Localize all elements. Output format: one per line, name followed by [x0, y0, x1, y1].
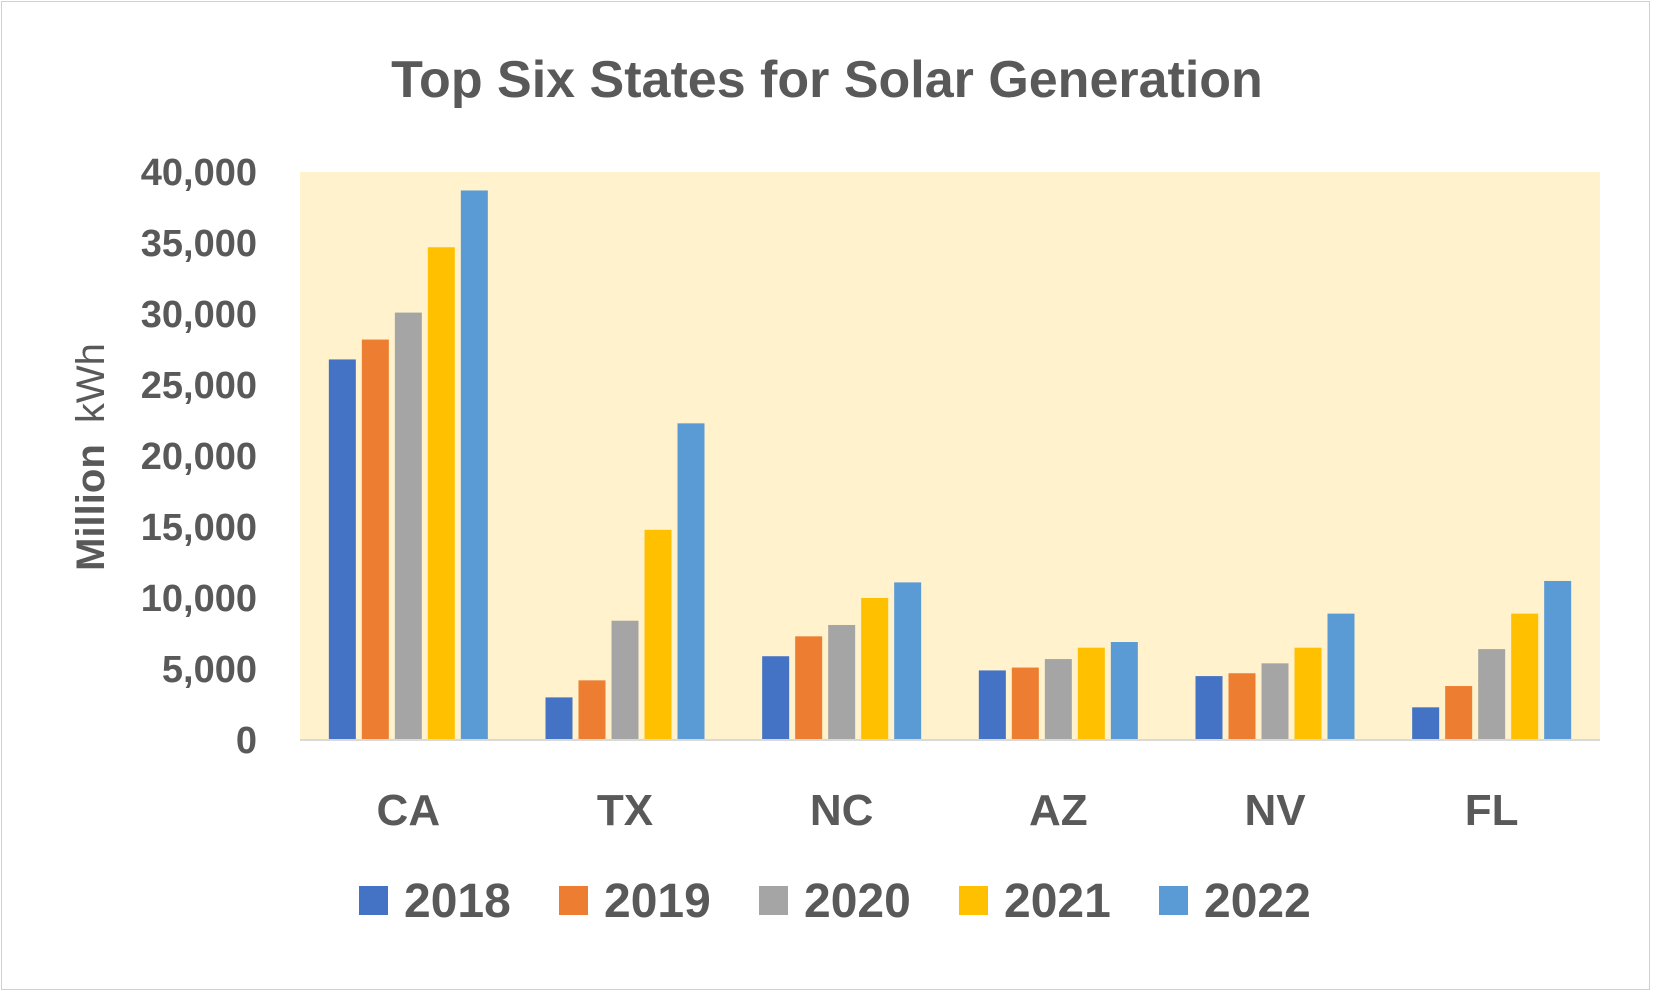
bar-az-2019: [1011, 667, 1039, 740]
legend-label-2019: 2019: [604, 875, 711, 928]
bar-ca-2018: [328, 359, 356, 740]
y-tick-labels: 0 5,000 10,000 15,000 20,000 25,000 30,000 35,0…: [141, 152, 257, 762]
y-axis-label-bold: Million: [69, 444, 113, 571]
bar-ca-2022: [460, 190, 488, 740]
legend-label-2022: 2022: [1204, 875, 1311, 928]
bar-nv-2020: [1261, 663, 1289, 740]
y-tick-label: 10,000: [141, 578, 257, 620]
x-category-label: NC: [810, 786, 874, 835]
x-category-label: TX: [597, 786, 653, 835]
bar-nc-2020: [828, 624, 856, 740]
legend-swatch-2021: [959, 886, 988, 915]
bar-tx-2019: [578, 680, 606, 740]
legend-swatch-2022: [1159, 886, 1188, 915]
chart-title: Top Six States for Solar Generation: [391, 51, 1263, 109]
bars-group: [328, 190, 1572, 740]
bar-nc-2018: [762, 656, 790, 740]
bar-az-2021: [1077, 647, 1105, 740]
bar-fl-2018: [1412, 707, 1440, 740]
y-axis-label: Million kWh: [69, 343, 113, 571]
y-tick-label: 25,000: [141, 365, 257, 407]
bar-fl-2020: [1478, 649, 1506, 740]
bar-ca-2019: [361, 339, 389, 740]
bar-tx-2022: [677, 423, 705, 740]
y-tick-label: 40,000: [141, 152, 257, 194]
y-tick-label: 5,000: [162, 649, 257, 691]
y-tick-label: 20,000: [141, 436, 257, 478]
bar-tx-2020: [611, 620, 639, 740]
x-category-label: CA: [377, 786, 441, 835]
bar-az-2022: [1110, 642, 1138, 740]
bar-nv-2019: [1228, 673, 1256, 740]
bar-fl-2019: [1445, 686, 1473, 740]
bar-nv-2021: [1294, 647, 1322, 740]
legend: 2018 2019 2020 2021 2022: [359, 875, 1311, 928]
plot-area: [300, 172, 1600, 740]
bar-nv-2018: [1195, 676, 1223, 740]
y-tick-label: 0: [236, 720, 257, 762]
legend-swatch-2020: [759, 886, 788, 915]
bar-fl-2022: [1544, 580, 1572, 740]
legend-label-2020: 2020: [804, 875, 911, 928]
legend-label-2021: 2021: [1004, 875, 1111, 928]
bar-ca-2021: [427, 247, 455, 740]
bar-az-2018: [978, 670, 1006, 740]
bar-nc-2022: [894, 582, 922, 740]
x-category-label: AZ: [1029, 786, 1088, 835]
bar-tx-2018: [545, 697, 573, 740]
bar-ca-2020: [394, 312, 422, 740]
bar-nc-2019: [795, 636, 823, 740]
legend-swatch-2018: [359, 886, 388, 915]
bar-fl-2021: [1511, 613, 1539, 740]
y-tick-label: 15,000: [141, 507, 257, 549]
y-tick-label: 30,000: [141, 294, 257, 336]
bar-tx-2021: [644, 529, 672, 740]
legend-label-2018: 2018: [404, 875, 511, 928]
bar-az-2020: [1044, 659, 1072, 740]
x-category-label: FL: [1465, 786, 1519, 835]
bar-nv-2022: [1327, 613, 1355, 740]
y-tick-label: 35,000: [141, 223, 257, 265]
bar-nc-2021: [861, 598, 889, 740]
y-axis-label-rest: kWh: [69, 343, 113, 423]
x-category-labels: CA TX NC AZ NV FL: [377, 786, 1519, 835]
x-category-label: NV: [1244, 786, 1306, 835]
legend-swatch-2019: [559, 886, 588, 915]
